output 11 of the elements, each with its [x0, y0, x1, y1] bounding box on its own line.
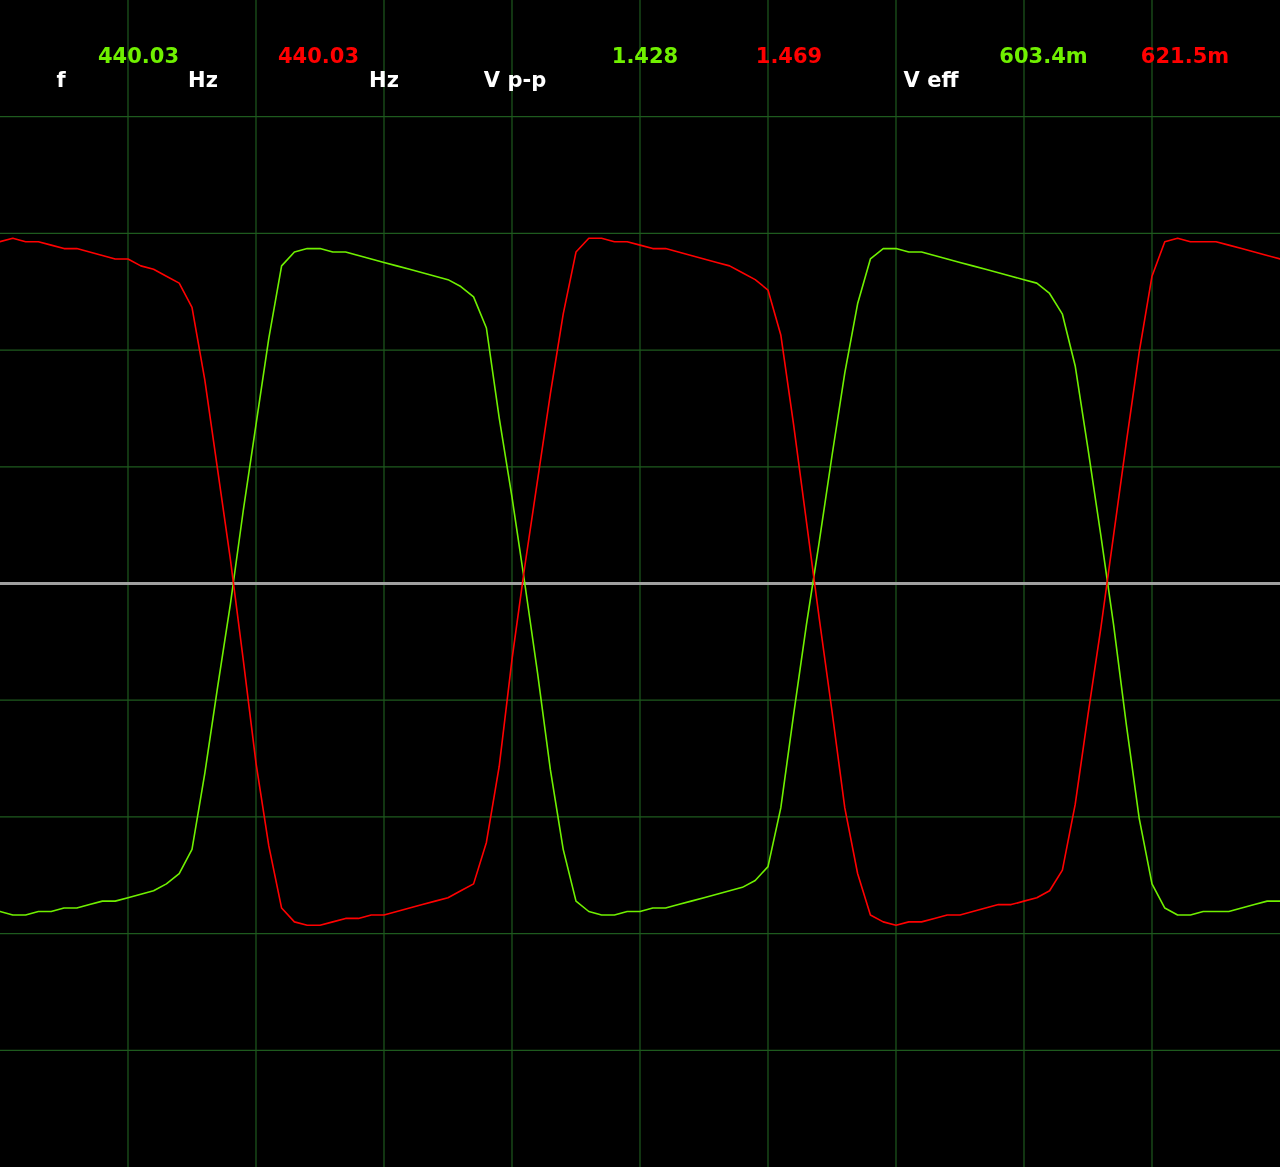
text: Hz [369, 68, 399, 92]
text: V eff [903, 68, 960, 92]
text: V p-p [483, 68, 547, 92]
text: 603.4m [999, 44, 1088, 68]
text: 1.469 [755, 44, 823, 68]
text: 1.428 [611, 44, 679, 68]
text: 440.03 [277, 44, 360, 68]
text: Hz [188, 68, 218, 92]
text: 621.5m [1140, 44, 1230, 68]
text: 440.03 [97, 44, 180, 68]
text: f [56, 68, 67, 92]
